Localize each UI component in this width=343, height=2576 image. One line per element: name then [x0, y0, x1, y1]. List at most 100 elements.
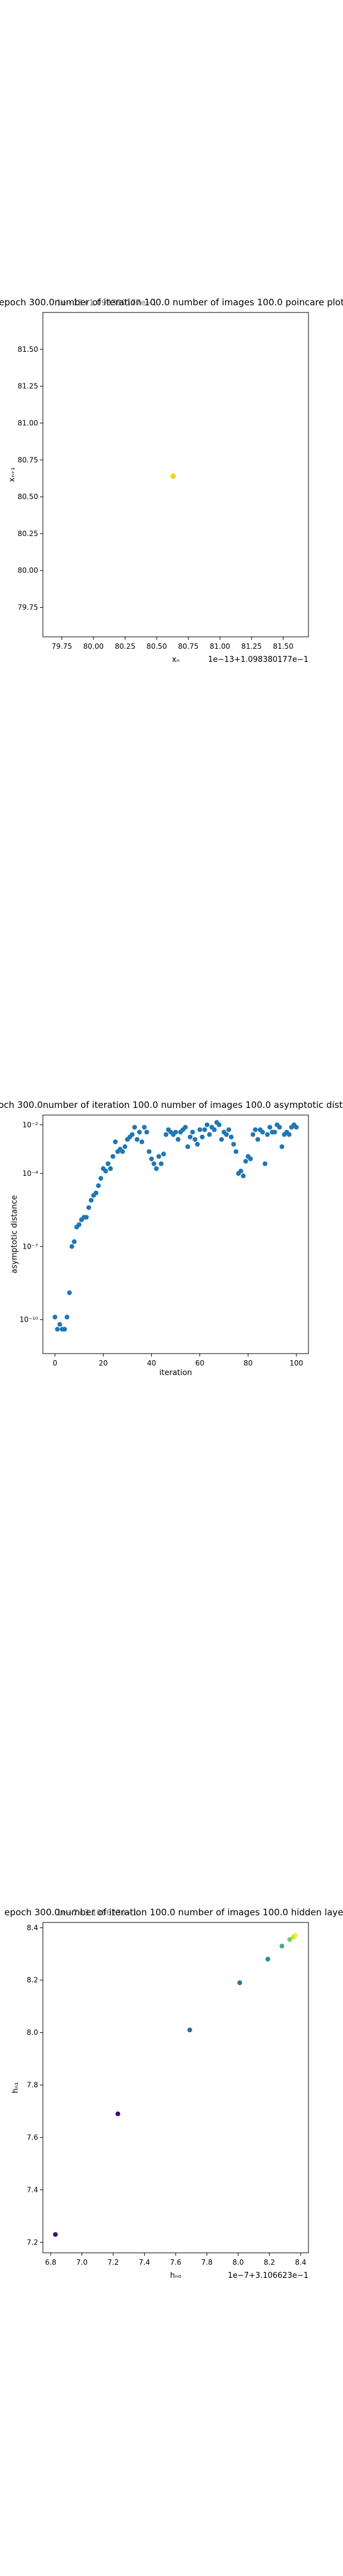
- x-tick-label: 20: [99, 1359, 108, 1367]
- x-tick-label: 7.8: [201, 2258, 213, 2267]
- x-tick-label: 81.50: [273, 642, 293, 651]
- data-point: [132, 1125, 138, 1130]
- data-point: [211, 1127, 217, 1132]
- data-point: [52, 2232, 58, 2237]
- x-axis-label: hₙ₀: [170, 2271, 182, 2280]
- y-tick-label: 80.75: [18, 456, 38, 464]
- chart-title: epoch 300.0number of iteration 100.0 num…: [4, 1907, 343, 1918]
- y-tick-label: 80.50: [18, 493, 38, 501]
- x-offset-label: 1e−7+3.106623e−1: [227, 2271, 308, 2280]
- y-tick-label: 8.4: [27, 1924, 38, 1932]
- data-point: [231, 1141, 236, 1147]
- data-point: [163, 1132, 169, 1137]
- data-point: [233, 1149, 239, 1154]
- data-point: [144, 1129, 149, 1135]
- x-tick-label: 80: [244, 1359, 252, 1367]
- data-point: [219, 1137, 224, 1142]
- y-axis: 7.2 7.4 7.6 7.8 8.0 8.2 8.4: [27, 1924, 43, 2246]
- data-point: [120, 1149, 125, 1154]
- plot-area: [42, 312, 309, 637]
- data-point: [197, 1127, 202, 1132]
- data-point: [52, 1314, 58, 1320]
- data-point: [69, 1244, 74, 1249]
- data-point: [158, 1161, 164, 1166]
- data-point: [188, 1134, 193, 1140]
- data-points: [52, 1933, 298, 2237]
- data-point: [237, 1980, 242, 1986]
- data-point: [287, 1937, 292, 1942]
- data-point: [207, 1132, 212, 1137]
- data-point: [62, 1327, 67, 1332]
- x-tick-label: 8.2: [264, 2258, 275, 2267]
- x-axis-label: xₙ: [172, 655, 180, 664]
- data-point: [176, 1137, 181, 1142]
- y-tick-label: 79.75: [18, 603, 38, 612]
- data-point: [105, 1161, 111, 1166]
- data-point: [113, 1139, 118, 1144]
- x-tick-label: 40: [147, 1359, 156, 1367]
- x-axis-label: iteration: [160, 1368, 192, 1377]
- data-point: [202, 1127, 207, 1132]
- data-point: [294, 1125, 299, 1130]
- data-point: [156, 1154, 161, 1159]
- data-point: [151, 1161, 157, 1166]
- data-point: [173, 1129, 178, 1135]
- asymptotic-distance-plot: epoch 300.0number of iteration 100.0 num…: [0, 1100, 343, 1377]
- data-point: [226, 1127, 232, 1132]
- x-offset-label: 1e−13+1.098380177e−1: [208, 655, 308, 664]
- offset-overlay-text: 1e−13+1.098380177e−1: [57, 299, 157, 308]
- y-tick-label: 7.8: [27, 2081, 38, 2089]
- data-point: [272, 1129, 277, 1135]
- data-point: [108, 1166, 113, 1171]
- y-tick-label: 81.50: [18, 345, 38, 354]
- y-tick-label: 7.4: [27, 2185, 38, 2194]
- data-point: [241, 1174, 246, 1179]
- x-axis: 0 20 40 60 80 100: [52, 1354, 303, 1367]
- x-tick-label: 80.75: [178, 642, 198, 651]
- x-tick-label: 8.0: [232, 2258, 244, 2267]
- data-point: [89, 1197, 94, 1203]
- y-tick-label: 10⁻⁴: [23, 1169, 39, 1178]
- offset-overlay-text: 1e−7+3.106623e−1: [57, 1909, 138, 1918]
- y-axis: 10⁻¹⁰ 10⁻⁷ 10⁻⁴ 10⁻²: [20, 1120, 43, 1324]
- data-point: [238, 1168, 244, 1174]
- x-tick-label: 60: [195, 1359, 204, 1367]
- data-point: [224, 1132, 229, 1137]
- data-point: [142, 1125, 147, 1130]
- data-point: [187, 2027, 192, 2033]
- y-tick-label: 7.2: [27, 2238, 38, 2246]
- x-axis: 79.75 80.00 80.25 80.50 80.75 81.00 81.25 81.50: [52, 637, 294, 651]
- data-point: [265, 1132, 270, 1137]
- y-tick-label: 10⁻⁷: [23, 1242, 39, 1250]
- x-tick-label: 80.00: [83, 642, 104, 651]
- data-point: [199, 1134, 205, 1140]
- data-points: [170, 473, 176, 479]
- x-tick-label: 80.25: [115, 642, 135, 651]
- x-tick-label: 7.2: [108, 2258, 119, 2267]
- x-tick-label: 6.8: [45, 2258, 57, 2267]
- y-tick-label: 10⁻²: [23, 1120, 39, 1129]
- x-tick-label: 80.50: [146, 642, 167, 651]
- y-tick-label: 81.00: [18, 419, 38, 427]
- y-axis-label: hₙ₁: [11, 2082, 20, 2094]
- data-point: [76, 1222, 82, 1227]
- data-point: [229, 1134, 234, 1140]
- x-tick-label: 7.6: [170, 2258, 181, 2267]
- data-point: [279, 1943, 285, 1949]
- x-tick-label: 7.4: [139, 2258, 150, 2267]
- data-point: [137, 1129, 142, 1135]
- data-point: [98, 1176, 104, 1181]
- data-point: [139, 1139, 145, 1144]
- hidden-layer-plot: epoch 300.0number of iteration 100.0 num…: [4, 1907, 343, 2280]
- data-point: [57, 1322, 63, 1327]
- data-point: [83, 1215, 89, 1220]
- data-point: [64, 1314, 70, 1320]
- data-point: [110, 1154, 116, 1159]
- x-tick-label: 79.75: [52, 642, 72, 651]
- data-point: [67, 1290, 72, 1295]
- data-point: [146, 1149, 152, 1154]
- data-point: [260, 1129, 265, 1135]
- plot-area: [42, 1114, 309, 1354]
- data-point: [277, 1125, 282, 1130]
- y-tick-label: 8.0: [27, 2029, 38, 2037]
